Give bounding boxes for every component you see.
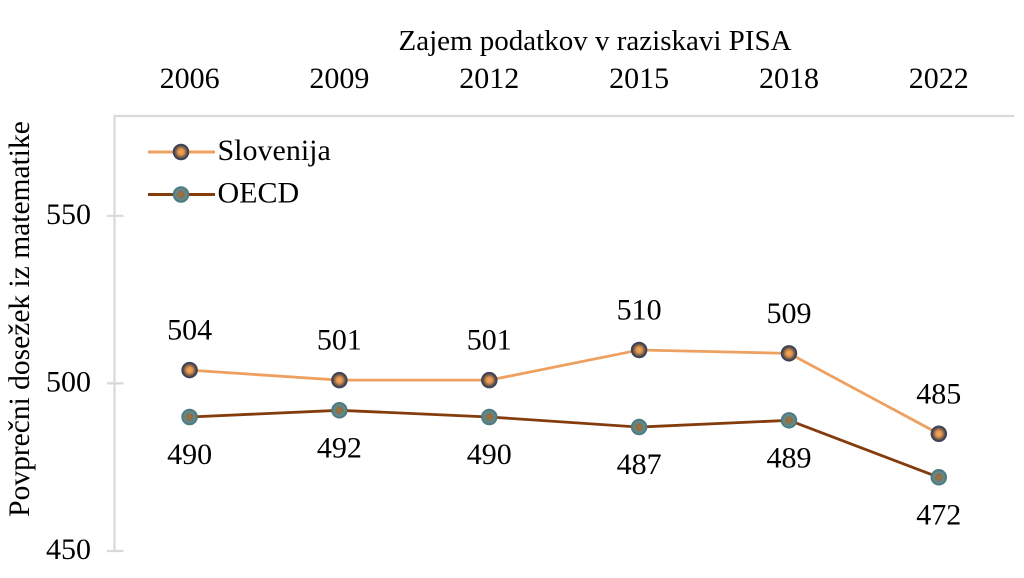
- svg-text:Slovenija: Slovenija: [218, 134, 331, 167]
- svg-text:OECD: OECD: [218, 177, 300, 210]
- svg-text:490: 490: [467, 438, 512, 471]
- svg-text:501: 501: [467, 324, 512, 357]
- svg-text:485: 485: [916, 377, 961, 410]
- svg-text:510: 510: [617, 294, 662, 327]
- svg-text:490: 490: [167, 438, 212, 471]
- svg-text:550: 550: [46, 198, 91, 231]
- svg-text:Zajem podatkov v raziskavi PIS: Zajem podatkov v raziskavi PISA: [398, 25, 791, 57]
- svg-text:2015: 2015: [609, 62, 669, 95]
- svg-text:501: 501: [317, 324, 362, 357]
- svg-text:509: 509: [767, 297, 812, 330]
- svg-text:2022: 2022: [909, 62, 969, 95]
- svg-text:Povprečni dosežek iz matematik: Povprečni dosežek iz matematike: [4, 121, 36, 517]
- svg-text:2012: 2012: [459, 62, 519, 95]
- svg-text:450: 450: [46, 533, 91, 566]
- svg-text:492: 492: [317, 431, 362, 464]
- svg-text:2009: 2009: [309, 62, 369, 95]
- svg-text:500: 500: [46, 366, 91, 399]
- svg-text:472: 472: [916, 498, 961, 531]
- svg-text:504: 504: [167, 314, 212, 347]
- svg-text:489: 489: [767, 441, 812, 474]
- svg-text:487: 487: [617, 448, 662, 481]
- svg-text:2018: 2018: [759, 62, 819, 95]
- svg-text:2006: 2006: [160, 62, 220, 95]
